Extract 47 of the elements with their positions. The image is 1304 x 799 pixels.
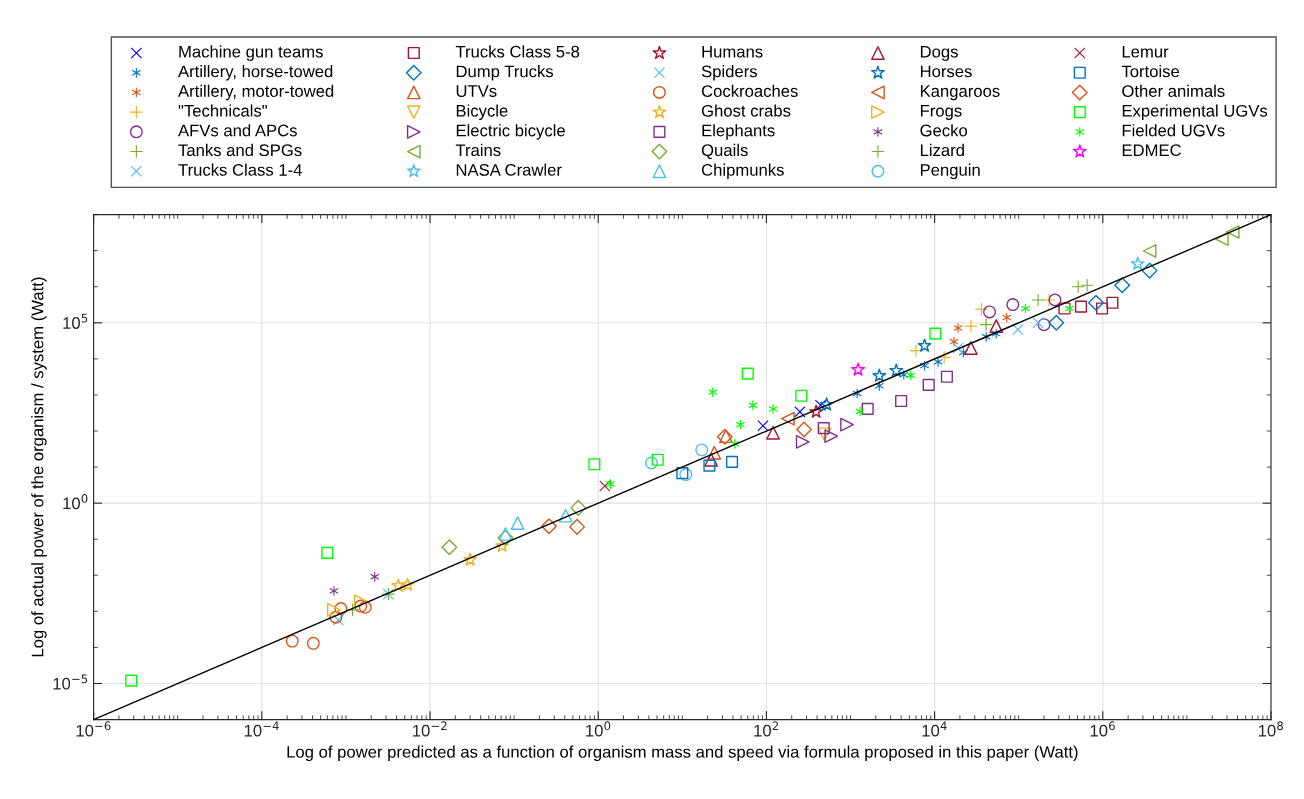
legend-label: Horses xyxy=(920,65,972,78)
x-tick-label: 10$^{6}$ xyxy=(1090,721,1115,737)
legend-label: UTVs xyxy=(456,85,497,97)
legend-label: NASA Crawler xyxy=(456,163,562,176)
legend-label: Lemur xyxy=(1122,45,1169,58)
x-tick-label: 10$^{4}$ xyxy=(922,721,947,737)
legend-label: Quails xyxy=(701,143,748,160)
x-axis-title: Log of power predicted as a function of organism mass and speed via formula proposed in this paper (Watt) xyxy=(287,745,1078,762)
legend-label: Ghost crabs xyxy=(701,104,791,117)
legend-label: Tortoise xyxy=(1121,65,1180,78)
legend-label: Trains xyxy=(455,143,501,157)
x-tick-label: 10$^{−4}$ xyxy=(244,721,279,737)
legend-label: Bicycle xyxy=(456,104,508,120)
legend-label: AFVs and APCs xyxy=(178,124,297,137)
legend-label: Trucks Class 1-4 xyxy=(178,163,302,176)
y-axis-title: Log of actual power of the organism / system (Watt) xyxy=(31,277,47,657)
legend-label: Electric bicycle xyxy=(456,124,565,140)
x-tick-label: 10$^{−6}$ xyxy=(76,721,111,737)
x-tick-label: 10$^{8}$ xyxy=(1258,721,1283,737)
legend-label: Other animals xyxy=(1122,84,1225,97)
legend-label: "Technicals" xyxy=(178,104,267,117)
legend-label: Chipmunks xyxy=(701,163,784,180)
x-tick-label: 10$^{0}$ xyxy=(586,721,611,737)
legend-label: Elephants xyxy=(702,124,775,140)
x-tick-label: 10$^{−2}$ xyxy=(413,721,447,737)
legend-label: Artillery, motor-towed xyxy=(178,84,334,101)
legend-label: Lizard xyxy=(920,143,964,157)
legend-label: Spiders xyxy=(701,65,757,81)
legend-label: Frogs xyxy=(920,105,962,120)
legend-label: Artillery, horse-towed xyxy=(178,65,333,81)
legend-label: EDMEC xyxy=(1122,144,1181,157)
legend-label: Experimental UGVs xyxy=(1122,104,1268,120)
legend-label: Trucks Class 5-8 xyxy=(455,45,580,58)
legend-label: Gecko xyxy=(920,124,968,137)
legend-label: Cockroaches xyxy=(701,84,798,97)
y-tick-label: 10$^{−5}$ xyxy=(53,674,88,690)
legend-label: Humans xyxy=(702,45,763,58)
legend-label: Kangaroos xyxy=(920,85,1000,101)
legend-label: Dogs xyxy=(920,45,958,61)
legend-label: Tanks and SPGs xyxy=(178,143,302,157)
legend-label: Machine gun teams xyxy=(179,45,323,61)
legend-label: Fielded UGVs xyxy=(1122,124,1225,137)
y-tick-label: 10$^{5}$ xyxy=(63,313,88,329)
x-tick-label: 10$^{2}$ xyxy=(754,721,779,737)
legend-label: Penguin xyxy=(920,163,980,180)
legend-label: Dump Trucks xyxy=(456,65,554,81)
y-tick-label: 10$^{0}$ xyxy=(63,494,88,510)
